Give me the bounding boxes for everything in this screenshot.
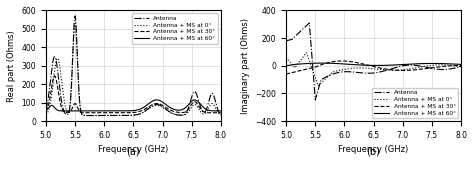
Antenna — [361, 72, 366, 74]
Antenna + MS at 60° — [61, 110, 66, 112]
Antenna + MS at 30° — [420, 68, 426, 70]
Antenna + MS at 0° — [61, 96, 66, 99]
Antenna + MS at 0° — [315, 85, 321, 87]
Antenna — [458, 65, 464, 67]
Antenna + MS at 60° — [301, 63, 307, 65]
Line: Antenna: Antenna — [286, 23, 461, 100]
Line: Antenna + MS at 60°: Antenna + MS at 60° — [286, 63, 461, 66]
Line: Antenna + MS at 30°: Antenna + MS at 30° — [286, 61, 461, 74]
Antenna + MS at 0° — [420, 66, 426, 68]
Antenna — [218, 114, 224, 116]
Y-axis label: Imaginary part (Ohms): Imaginary part (Ohms) — [241, 18, 250, 114]
Line: Antenna + MS at 60°: Antenna + MS at 60° — [46, 100, 221, 111]
Antenna + MS at 30° — [458, 65, 464, 67]
Antenna + MS at 60° — [120, 110, 126, 112]
Antenna + MS at 30° — [360, 63, 366, 65]
Antenna + MS at 0° — [283, 56, 289, 58]
Antenna — [312, 99, 318, 101]
Line: Antenna + MS at 30°: Antenna + MS at 30° — [46, 76, 221, 113]
Antenna + MS at 60° — [283, 65, 289, 67]
Antenna + MS at 60° — [74, 110, 80, 112]
Antenna + MS at 30° — [218, 112, 224, 114]
X-axis label: Frequency (GHz): Frequency (GHz) — [338, 145, 409, 154]
Y-axis label: Real part (Ohms): Real part (Ohms) — [7, 30, 16, 102]
Antenna + MS at 30° — [339, 60, 345, 62]
Antenna + MS at 0° — [164, 109, 169, 111]
Antenna — [307, 22, 312, 24]
Antenna + MS at 0° — [303, 52, 309, 54]
Line: Antenna + MS at 0°: Antenna + MS at 0° — [286, 53, 461, 86]
Antenna — [355, 71, 360, 73]
Antenna — [91, 115, 96, 117]
Antenna + MS at 0° — [301, 55, 307, 57]
Antenna — [183, 112, 189, 114]
Antenna + MS at 0° — [72, 22, 78, 24]
Antenna + MS at 60° — [180, 109, 185, 111]
Antenna — [164, 109, 169, 111]
Antenna + MS at 60° — [43, 109, 49, 111]
Antenna + MS at 30° — [423, 68, 428, 70]
Antenna + MS at 60° — [192, 99, 198, 101]
Antenna — [72, 15, 78, 17]
Antenna + MS at 60° — [164, 104, 169, 106]
Antenna + MS at 0° — [458, 65, 464, 67]
Antenna + MS at 60° — [403, 63, 409, 65]
Antenna + MS at 0° — [183, 113, 189, 115]
Antenna — [43, 109, 49, 111]
Antenna + MS at 0° — [355, 67, 360, 69]
Antenna + MS at 30° — [403, 69, 409, 71]
Antenna — [180, 114, 185, 116]
Antenna + MS at 60° — [319, 62, 324, 64]
Legend: Antenna, Antenna + MS at 0°, Antenna + MS at 30°, Antenna + MS at 60°: Antenna, Antenna + MS at 0°, Antenna + M… — [372, 88, 458, 118]
Antenna — [423, 66, 429, 68]
Antenna + MS at 0° — [43, 114, 49, 116]
Title: (b): (b) — [366, 147, 381, 157]
Antenna — [420, 66, 426, 68]
Antenna — [283, 40, 289, 42]
Antenna + MS at 60° — [458, 65, 464, 67]
Antenna + MS at 30° — [183, 111, 189, 113]
Antenna + MS at 30° — [164, 107, 169, 109]
Antenna + MS at 30° — [52, 75, 57, 77]
Antenna + MS at 0° — [361, 67, 366, 69]
Antenna — [61, 110, 66, 112]
Antenna + MS at 60° — [420, 63, 426, 65]
Antenna + MS at 60° — [354, 64, 360, 66]
Antenna + MS at 60° — [218, 110, 224, 112]
Antenna + MS at 30° — [61, 111, 67, 113]
Antenna — [120, 115, 126, 117]
Antenna + MS at 60° — [114, 110, 119, 112]
Antenna + MS at 30° — [120, 112, 126, 114]
Antenna + MS at 0° — [404, 68, 410, 70]
Antenna + MS at 30° — [43, 110, 49, 112]
Antenna + MS at 60° — [423, 62, 428, 64]
Legend: Antenna, Antenna + MS at 0°, Antenna + MS at 30°, Antenna + MS at 60°: Antenna, Antenna + MS at 0°, Antenna + M… — [132, 13, 218, 44]
Antenna + MS at 0° — [120, 115, 126, 117]
Antenna + MS at 0° — [91, 115, 96, 117]
Antenna + MS at 0° — [114, 115, 120, 117]
Antenna — [404, 64, 410, 66]
Antenna — [114, 115, 120, 117]
Antenna + MS at 60° — [183, 106, 189, 109]
Title: (a): (a) — [127, 147, 140, 157]
X-axis label: Frequency (GHz): Frequency (GHz) — [98, 145, 168, 154]
Antenna + MS at 30° — [180, 111, 185, 114]
Line: Antenna + MS at 0°: Antenna + MS at 0° — [46, 23, 221, 116]
Antenna + MS at 60° — [360, 64, 366, 66]
Antenna + MS at 30° — [354, 62, 360, 64]
Line: Antenna: Antenna — [46, 16, 221, 116]
Antenna + MS at 0° — [218, 114, 224, 116]
Antenna — [301, 27, 307, 29]
Antenna + MS at 30° — [301, 69, 307, 71]
Antenna + MS at 30° — [90, 112, 95, 114]
Antenna + MS at 0° — [423, 65, 429, 67]
Antenna + MS at 30° — [114, 112, 120, 114]
Antenna + MS at 0° — [180, 114, 185, 116]
Antenna + MS at 30° — [283, 73, 289, 75]
